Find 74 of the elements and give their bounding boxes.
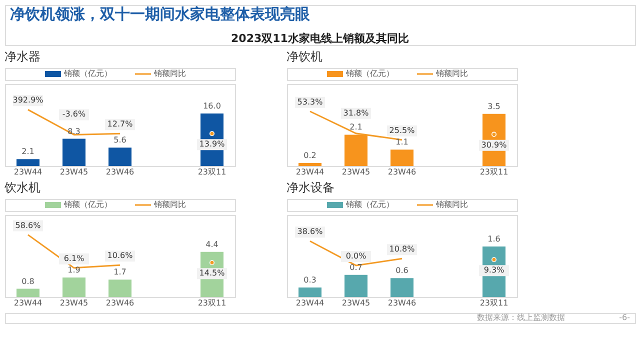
x-tick-label: 23W46 — [106, 168, 134, 176]
chart-title: 饮水机 — [4, 180, 40, 194]
text: 净饮机领涨，双十一期间水家电整体表现亮眼 — [10, 5, 311, 23]
data-label: 14.5% — [199, 268, 226, 278]
data-label: -3.6% — [62, 110, 86, 119]
x-tick-label: 23双11 — [480, 298, 508, 308]
legend-label: 销额同比 — [153, 69, 186, 78]
bar — [298, 288, 322, 297]
bar — [344, 274, 368, 297]
data-label: 58.6% — [15, 220, 42, 230]
data-label: 38.6% — [297, 227, 324, 236]
bar — [16, 288, 40, 297]
data-label: 10.8% — [389, 244, 416, 254]
x-tick-label: 23W45 — [342, 168, 370, 176]
data-label: 16.0 — [203, 102, 221, 111]
data-label: 12.7% — [107, 120, 134, 129]
bar — [62, 278, 86, 297]
x-tick-label: 23W44 — [296, 298, 324, 308]
data-label: 8.3 — [68, 126, 80, 136]
x-tick-label: 23双11 — [198, 168, 226, 176]
x-tick-label: 23W44 — [296, 168, 324, 176]
data-label: 392.9% — [12, 96, 44, 105]
x-tick-label: 23W45 — [60, 168, 88, 176]
x-tick-label: 23W46 — [106, 298, 134, 308]
chart-title: 净饮机 — [286, 50, 322, 64]
legend-label: 销额（亿元） — [63, 69, 112, 78]
data-label: 0.6 — [396, 266, 408, 276]
data-label: 0.3 — [304, 276, 316, 285]
data-label: 30.9% — [481, 140, 508, 150]
data-label: 4.4 — [206, 240, 218, 249]
data-label: 2.1 — [22, 147, 34, 156]
chart-title: 净水器 — [4, 50, 40, 64]
legend-label: 销额同比 — [153, 200, 186, 209]
text: 2023双11水家电线上销额及其同比 — [231, 32, 409, 45]
text: -6- — [619, 313, 630, 322]
bar — [390, 278, 414, 297]
data-label: 5.6 — [114, 136, 126, 145]
x-tick-label: 23双11 — [480, 168, 508, 176]
data-label: 0.8 — [22, 276, 34, 286]
bar — [108, 280, 132, 297]
data-label: 3.5 — [488, 102, 500, 111]
x-tick-label: 23W45 — [342, 298, 370, 308]
data-label: 1.6 — [488, 234, 500, 244]
data-label: 1.1 — [396, 138, 408, 147]
source-note: 数据来源：线上监测数据 — [477, 313, 565, 322]
bar — [298, 163, 322, 166]
chart-title: 净水设备 — [286, 180, 334, 194]
bar — [108, 148, 132, 166]
legend-label: 销额（亿元） — [63, 200, 112, 209]
legend-label: 销额同比 — [435, 69, 468, 78]
data-label: 0.7 — [350, 262, 362, 272]
data-label: 2.1 — [350, 122, 362, 132]
legend-label: 销额同比 — [435, 200, 468, 209]
data-label: 31.8% — [343, 108, 370, 118]
data-label: 13.9% — [199, 140, 226, 149]
x-tick-label: 23W46 — [388, 168, 416, 176]
data-label: 0.0% — [346, 251, 367, 260]
x-tick-label: 23W46 — [388, 298, 416, 308]
x-tick-label: 23W44 — [14, 298, 42, 308]
legend-label: 销额（亿元） — [345, 69, 394, 78]
legend-label: 销额（亿元） — [345, 200, 394, 209]
bar — [62, 138, 86, 166]
data-label: 25.5% — [389, 126, 416, 135]
data-label: 9.3% — [484, 266, 505, 275]
x-tick-label: 23双11 — [198, 298, 226, 308]
data-label: 1.7 — [114, 268, 126, 277]
x-tick-label: 23W44 — [14, 168, 42, 176]
x-tick-label: 23W45 — [60, 298, 88, 308]
bar — [390, 150, 414, 166]
data-label: 0.2 — [304, 151, 316, 160]
bar — [16, 159, 40, 166]
data-label: 53.3% — [297, 97, 324, 106]
data-label: 6.1% — [64, 254, 85, 263]
data-label: 10.6% — [107, 251, 134, 260]
